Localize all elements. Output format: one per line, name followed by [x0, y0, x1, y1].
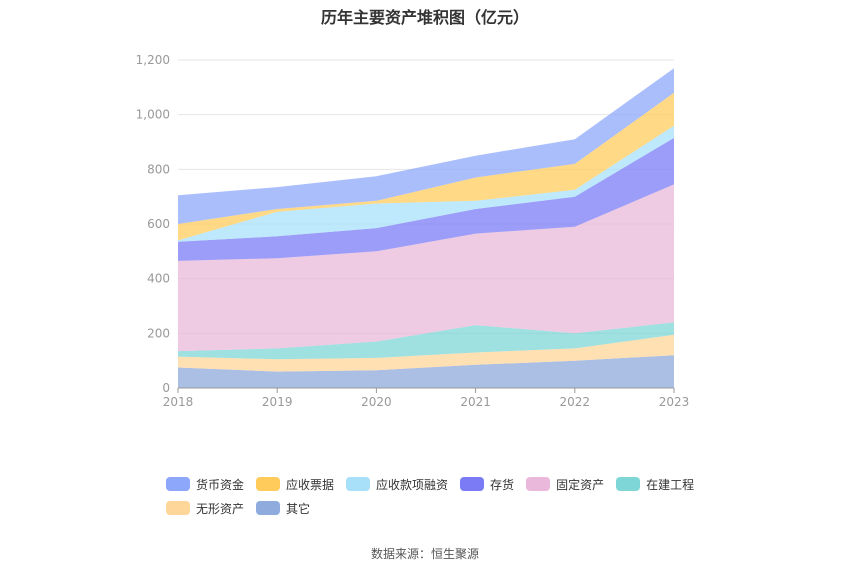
- area-series-应收票据[interactable]: [178, 92, 674, 241]
- legend-swatch: [526, 477, 551, 491]
- y-tick-label: 1,200: [136, 53, 170, 67]
- legend-item-zaijiangongcheng[interactable]: 在建工程: [616, 472, 694, 496]
- legend-item-qita[interactable]: 其它: [256, 496, 310, 520]
- y-tick-label: 0: [162, 381, 170, 395]
- legend-swatch: [166, 477, 190, 491]
- y-tick-label: 600: [147, 217, 170, 231]
- area-series-layer: [178, 68, 674, 388]
- legend-swatch: [460, 477, 485, 491]
- legend: 货币资金 应收票据 应收款项融资 存货 固定资产 在建工程 无形资产 其它: [166, 472, 726, 520]
- area-series-其它[interactable]: [178, 355, 674, 388]
- area-series-应收款项融资[interactable]: [178, 125, 674, 242]
- x-tick-label: 2021: [460, 395, 491, 409]
- y-tick-label: 1,000: [136, 108, 170, 122]
- area-series-货币资金[interactable]: [178, 68, 674, 224]
- legend-swatch: [346, 477, 371, 491]
- source-note: 数据来源：恒生聚源: [370, 547, 479, 561]
- x-tick-label: 2020: [361, 395, 392, 409]
- area-series-固定资产[interactable]: [178, 184, 674, 352]
- area-series-存货[interactable]: [178, 137, 674, 261]
- y-tick-label: 200: [147, 326, 170, 340]
- legend-item-wuxingzichan[interactable]: 无形资产: [166, 496, 244, 520]
- area-series-无形资产[interactable]: [178, 334, 674, 372]
- x-tick-label: 2022: [560, 395, 591, 409]
- chart-title: 历年主要资产堆积图（亿元）: [320, 8, 529, 27]
- legend-item-cunhuo[interactable]: 存货: [460, 472, 514, 496]
- legend-label: 存货: [490, 477, 515, 492]
- legend-label: 应收票据: [286, 477, 335, 492]
- legend-label: 货币资金: [196, 477, 245, 492]
- x-tick-label: 2023: [659, 395, 690, 409]
- legend-label: 其它: [286, 501, 311, 516]
- legend-item-huobizijin[interactable]: 货币资金: [166, 472, 244, 496]
- legend-item-yingshoupiaoju[interactable]: 应收票据: [256, 472, 334, 496]
- y-tick-label: 800: [147, 162, 170, 176]
- legend-swatch: [166, 501, 190, 515]
- axes: 0 200 400 600 800 1,000 1,200 2018 2019 2020 2021 2…: [136, 53, 690, 409]
- x-tick-label: 2019: [262, 395, 293, 409]
- x-tick-label: 2018: [163, 395, 194, 409]
- legend-label: 在建工程: [646, 477, 695, 492]
- legend-label: 应收款项融资: [376, 477, 449, 492]
- legend-label: 无形资产: [196, 501, 245, 516]
- legend-label: 固定资产: [556, 477, 605, 492]
- area-series-在建工程[interactable]: [178, 322, 674, 360]
- legend-swatch: [256, 501, 281, 515]
- y-tick-label: 400: [147, 272, 170, 286]
- legend-item-gudingzichan[interactable]: 固定资产: [526, 472, 604, 496]
- legend-item-yingshoukuanxiangrongzi[interactable]: 应收款项融资: [346, 472, 448, 496]
- legend-swatch: [616, 477, 641, 491]
- legend-swatch: [256, 477, 281, 491]
